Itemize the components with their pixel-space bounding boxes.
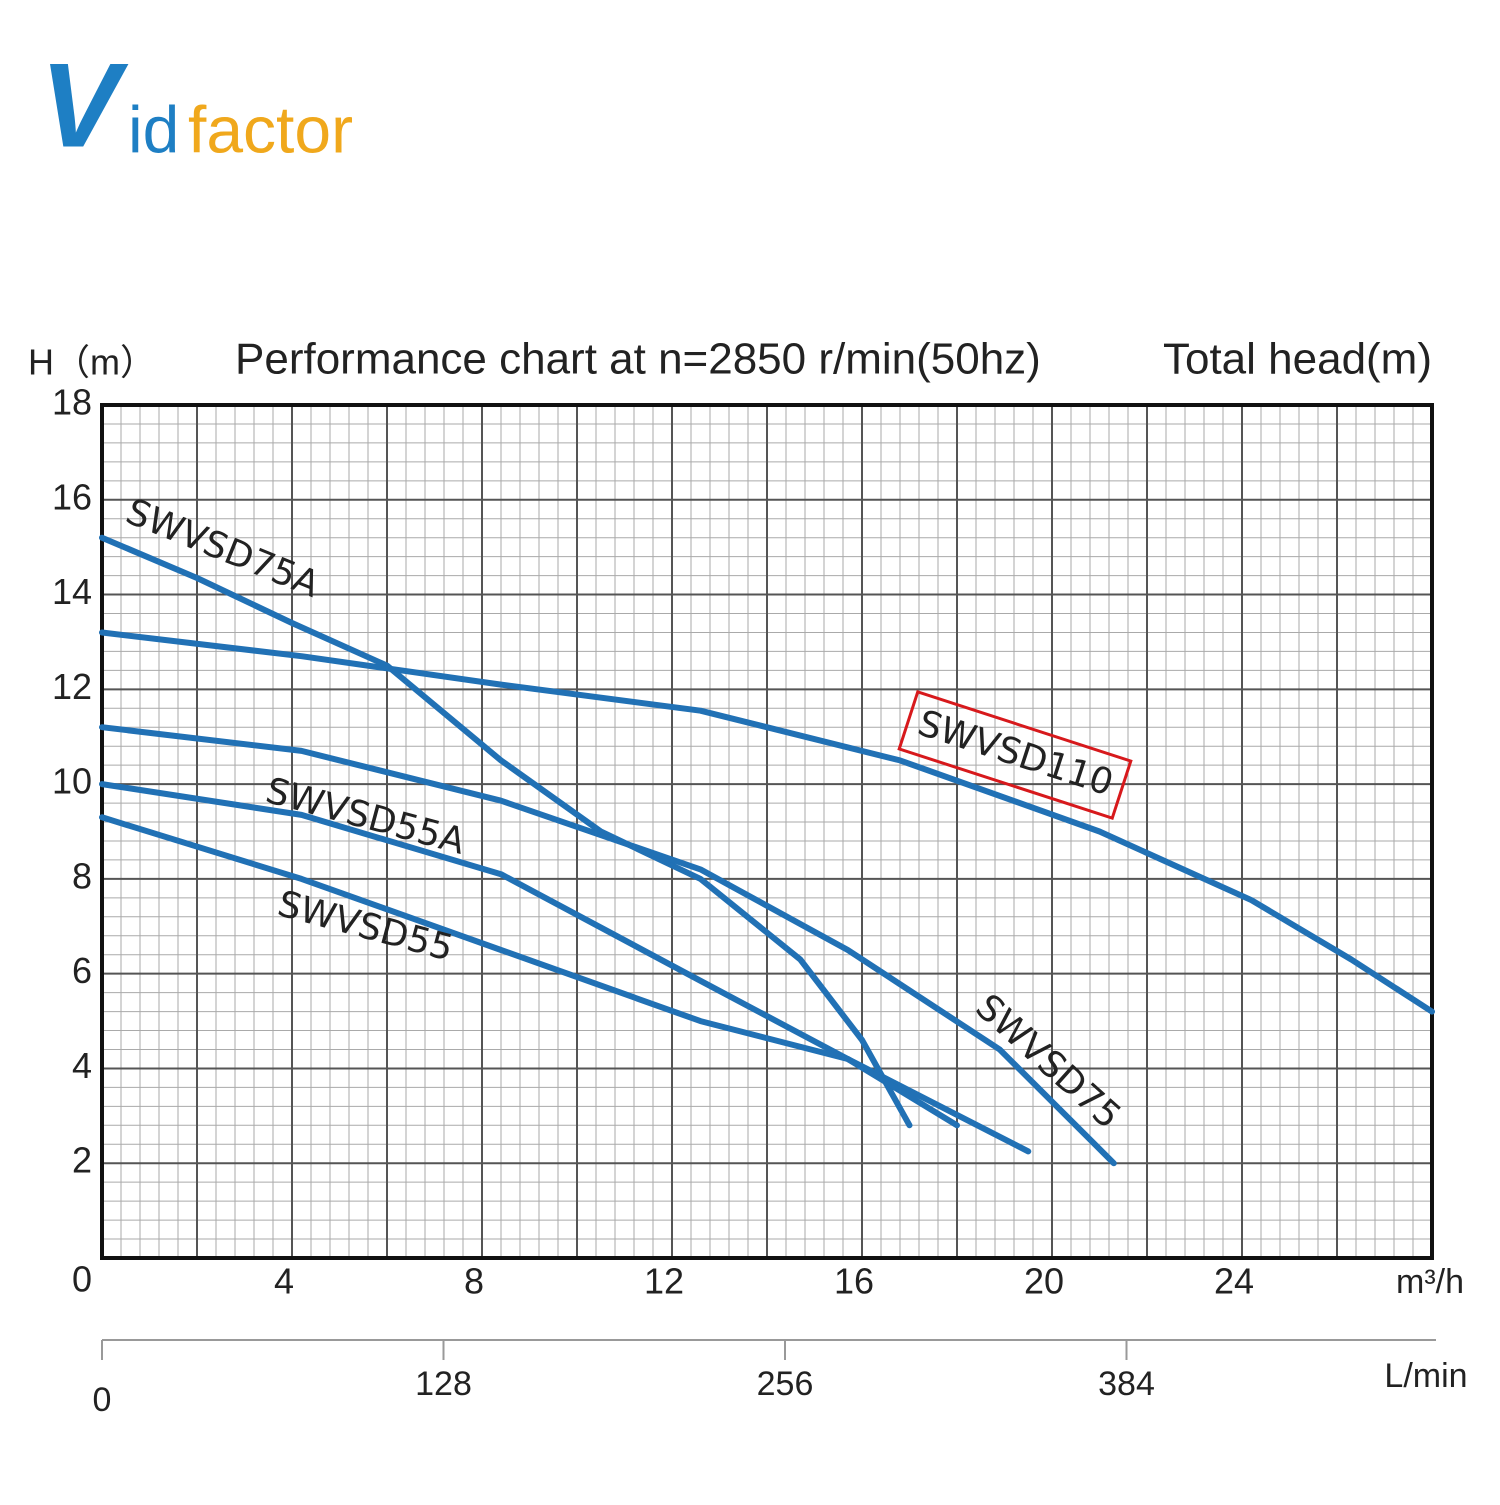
curve-label: SWVSD55: [273, 884, 457, 970]
highlight-box: [897, 689, 1133, 821]
x2-tick-label: 0: [93, 1381, 112, 1419]
curve: [99, 781, 1032, 1155]
logo-v: V: [40, 39, 129, 173]
curve-label: SWVSD75: [968, 987, 1129, 1138]
curve-label-group: SWVSD55: [273, 884, 457, 970]
curve: [99, 534, 913, 1129]
y-tick-label: 8: [72, 855, 92, 896]
curve-label: SWVSD110: [913, 703, 1118, 805]
plot-border: [100, 403, 1434, 1260]
y-axis-label: H（m）: [28, 342, 156, 383]
x2-tick-label: 256: [757, 1365, 814, 1403]
x-tick-label: 12: [644, 1261, 684, 1302]
logo-id: id: [128, 92, 179, 166]
y-tick-label: 6: [72, 950, 92, 991]
y-tick-label: 12: [52, 666, 92, 707]
x-tick-label: 20: [1024, 1261, 1064, 1302]
curve-label-group: SWVSD75: [968, 987, 1129, 1138]
x2-tick-label: 384: [1098, 1365, 1155, 1403]
curve: [99, 629, 1435, 1015]
x2-tick-label: 128: [415, 1365, 472, 1403]
chart-title: Performance chart at n=2850 r/min(50hz): [235, 335, 1041, 384]
y-tick-label: 2: [72, 1140, 92, 1181]
y-tick-label: 10: [52, 761, 92, 802]
y-axis-label-right: Total head(m): [1163, 335, 1432, 384]
y-tick-label: 0: [72, 1259, 92, 1300]
y-tick-label: 4: [72, 1045, 92, 1086]
x-tick-label: 8: [464, 1261, 484, 1302]
curve: [99, 724, 1117, 1167]
x-tick-label: 4: [274, 1261, 294, 1302]
x-tick-label: 16: [834, 1261, 874, 1302]
y-tick-label: 14: [52, 571, 92, 612]
y-tick-label: 16: [52, 476, 92, 517]
curve: [99, 814, 960, 1129]
grid: [101, 404, 1433, 1259]
x2-axis-label: L/min: [1384, 1357, 1467, 1395]
y-tick-label: 18: [52, 382, 92, 423]
x-tick-label: 24: [1214, 1261, 1254, 1302]
x-axis-label: m³/h: [1396, 1263, 1464, 1301]
logo-factor: factor: [188, 92, 353, 166]
